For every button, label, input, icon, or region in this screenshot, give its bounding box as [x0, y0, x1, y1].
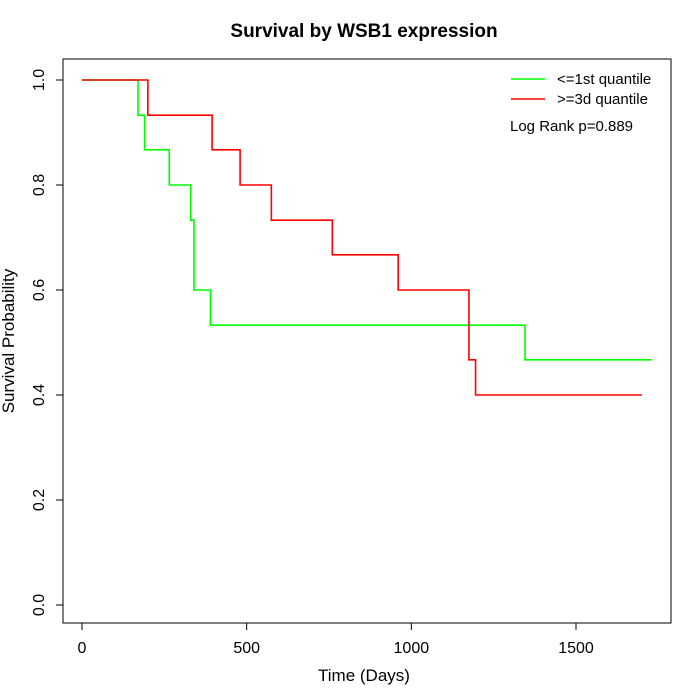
x-tick-label: 1000	[394, 640, 430, 657]
y-axis: 0.0 0.2 0.4 0.6 0.8 1.0	[31, 69, 64, 616]
y-tick-label: 0.0	[31, 594, 48, 616]
y-axis-label: Survival Probability	[0, 268, 18, 413]
legend-label-1: <=1st quantile	[557, 71, 651, 88]
x-tick-label: 1500	[558, 640, 594, 657]
x-tick-label: 0	[78, 640, 87, 657]
series-line-2	[82, 79, 642, 396]
y-tick-label: 0.8	[31, 174, 48, 196]
survival-curves	[82, 79, 652, 396]
legend: <=1st quantile >=3d quantile	[511, 71, 651, 108]
plot-frame	[62, 58, 672, 624]
y-tick-label: 1.0	[31, 69, 48, 91]
x-axis-label: Time (Days)	[318, 666, 410, 685]
y-tick-label: 0.4	[31, 384, 48, 406]
chart-title: Survival by WSB1 expression	[230, 21, 497, 42]
x-tick-label: 500	[233, 640, 260, 657]
y-tick-label: 0.2	[31, 489, 48, 511]
x-axis: 0 500 1000 1500	[78, 622, 594, 657]
legend-label-2: >=3d quantile	[557, 91, 648, 108]
series-line-1	[82, 79, 652, 361]
y-tick-label: 0.6	[31, 279, 48, 301]
log-rank-annotation: Log Rank p=0.889	[510, 118, 633, 135]
